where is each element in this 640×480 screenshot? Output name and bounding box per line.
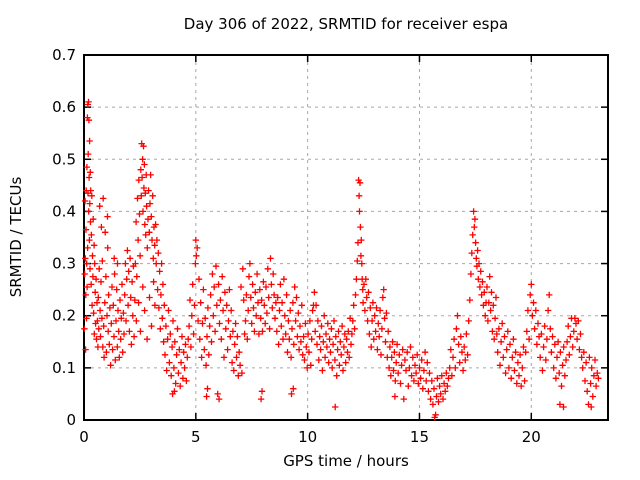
- data-points: [81, 98, 602, 421]
- y-tick-label: 0: [66, 411, 76, 429]
- chart-title: Day 306 of 2022, SRMTID for receiver esp…: [183, 15, 509, 33]
- x-tick-label: 20: [522, 428, 541, 446]
- x-tick-label: 15: [410, 428, 429, 446]
- y-tick-label: 0.4: [52, 202, 76, 220]
- plot-border: [83, 54, 609, 421]
- y-axis-label: SRMTID / TECUs: [7, 176, 25, 298]
- tick-labels: 0 5 10 15 20 0 0.1 0.2 0.3 0.4 0.5 0.6 0.7: [52, 46, 541, 446]
- y-tick-label: 0.5: [52, 150, 76, 168]
- y-tick-label: 0.6: [52, 98, 76, 116]
- x-tick-label: 10: [298, 428, 317, 446]
- x-tick-label: 5: [191, 428, 201, 446]
- y-tick-label: 0.1: [52, 359, 76, 377]
- y-tick-label: 0.7: [52, 46, 76, 64]
- x-tick-label: 0: [79, 428, 89, 446]
- y-tick-label: 0.3: [52, 255, 76, 273]
- grid-lines: [84, 55, 608, 420]
- y-tick-label: 0.2: [52, 307, 76, 325]
- x-axis-label: GPS time / hours: [283, 452, 409, 470]
